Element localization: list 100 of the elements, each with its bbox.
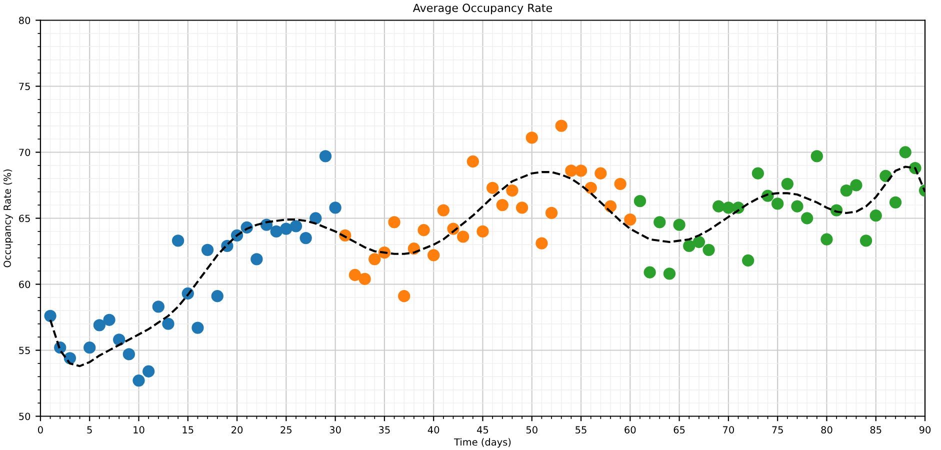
point [594,167,607,180]
point [663,268,676,280]
x-tick-label: 0 [38,426,43,434]
x-tick-label: 60 [624,426,636,434]
point [437,204,450,216]
y-tick-label: 65 [19,214,30,222]
point [113,334,126,346]
point [300,232,312,244]
point [280,222,292,235]
point [250,253,263,266]
point [584,182,597,194]
x-tick-label: 45 [477,426,488,434]
point [93,319,106,332]
x-tick-label: 5 [87,426,92,434]
point [516,202,528,214]
point [388,216,400,228]
point [142,365,155,378]
x-tick-label: 40 [428,426,440,434]
x-tick-label: 75 [772,426,783,434]
x-tick-label: 25 [280,426,292,434]
point [476,225,489,238]
x-tick-label: 20 [232,426,243,434]
point [526,132,538,144]
y-tick-label: 60 [19,280,30,288]
point [418,224,430,236]
y-tick-label: 80 [19,16,30,24]
point [712,200,725,212]
point [752,167,764,180]
point [398,290,410,302]
point [211,290,224,302]
point [722,202,735,214]
point [644,266,656,278]
x-tick-label: 50 [526,426,538,434]
x-tick-label: 15 [182,426,194,434]
x-tick-label: 85 [870,426,882,434]
point [310,212,322,224]
point [574,164,588,177]
point [506,184,518,197]
point [368,253,381,266]
y-tick-label: 50 [19,412,30,420]
point [496,198,508,212]
point [44,310,56,322]
point [555,120,568,132]
point [132,374,145,387]
point [457,230,470,243]
point [772,198,784,210]
point [358,272,371,286]
point [899,146,912,158]
y-tick-label: 70 [19,148,30,156]
point [536,237,548,250]
point [791,200,804,212]
point [860,234,872,247]
point [329,202,342,214]
point [486,182,499,194]
point [192,322,204,334]
point [840,184,852,197]
point [702,244,715,256]
point [870,210,882,222]
point [820,233,833,246]
point [634,195,646,208]
point [201,244,214,256]
point [889,196,902,208]
y-axis-title: Occupancy Rate (%) [3,169,13,268]
point [624,213,636,226]
point [466,155,479,168]
point [850,179,862,192]
point [810,150,823,162]
point [614,178,626,190]
x-tick-label: 10 [134,426,144,434]
y-tick-label: 75 [19,82,30,90]
point [122,348,135,360]
x-tick-label: 80 [821,426,832,434]
point [781,178,794,190]
point [172,234,184,247]
point [545,206,558,220]
point [800,212,814,224]
point [673,218,686,231]
chart-title: Average Occupancy Rate [412,4,552,14]
point [103,314,116,326]
point [84,342,96,354]
x-tick-label: 30 [330,426,341,434]
point [692,236,706,248]
point [152,300,164,313]
x-tick-label: 70 [723,426,734,434]
point [270,225,282,238]
point [428,249,440,262]
point [319,150,332,162]
point [348,268,362,282]
x-axis-title: Time (days) [454,438,511,448]
point [683,240,696,252]
x-tick-label: 35 [379,426,390,434]
x-tick-label: 65 [674,426,685,434]
y-tick-label: 55 [19,346,30,354]
x-tick-label: 90 [919,426,931,434]
point [565,164,578,177]
point [162,318,174,330]
x-tick-label: 55 [576,426,586,434]
point [290,220,302,232]
point [654,216,666,228]
point [742,254,754,267]
